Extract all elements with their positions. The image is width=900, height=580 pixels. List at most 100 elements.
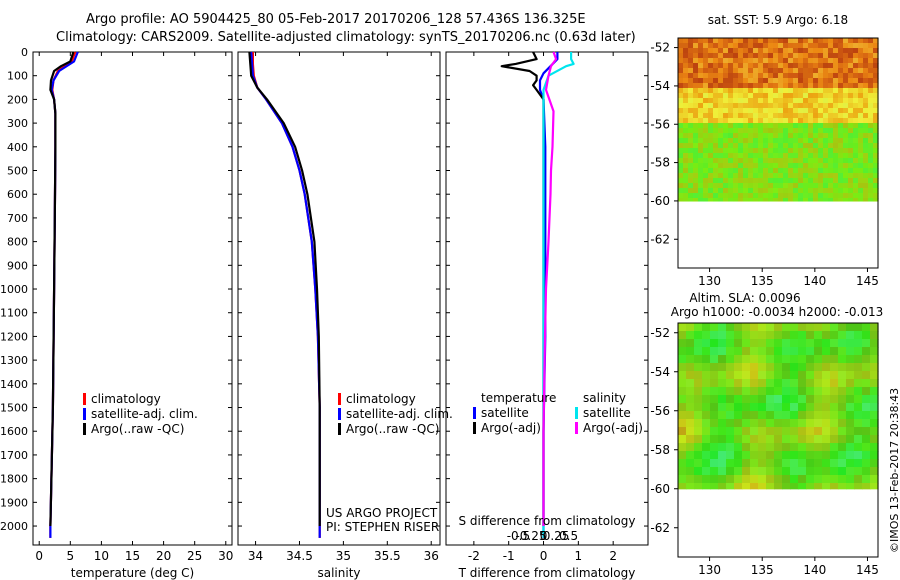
sla-map-frame: [677, 322, 879, 558]
temperature-xtick-label: 15: [125, 549, 140, 563]
salinity-legend-swatch: [338, 408, 341, 420]
temperature-xtick-label: 20: [156, 549, 171, 563]
salinity-diff-tick-label: 0: [540, 529, 548, 543]
sla-argo-heights: Argo h1000: -0.0034 h2000: -0.013: [671, 305, 884, 319]
depth-tick-label: 200: [7, 93, 28, 106]
salinity-series-climatology: [251, 52, 321, 538]
salinity-xtick-label: 34.5: [286, 549, 313, 563]
sla-lat-label: -54: [650, 365, 670, 379]
difference-series-s-argo-adj-: [542, 51, 558, 526]
salinity-legend-entry: Argo(..raw -QC): [346, 422, 439, 436]
difference-xlabel: T difference from climatology: [458, 566, 636, 580]
difference-series-t-argo-adj-: [500, 51, 545, 526]
depth-tick-label: 2000: [0, 520, 28, 533]
pi-annotation: PI: STEPHEN RISER: [326, 520, 439, 534]
difference-series-s-satellite: [542, 52, 575, 538]
temperature-series-argo-raw-qc-: [49, 51, 75, 527]
salinity-diff-tick-label: -0.25: [515, 529, 546, 543]
temperature-legend-entry: Argo(..raw -QC): [91, 422, 184, 436]
diff-salinity-legend-swatch: [575, 407, 578, 419]
sst-heatmap: [678, 38, 879, 202]
depth-tick-label: 100: [7, 70, 28, 83]
diff-salinity-legend-entry: Argo(-adj): [583, 421, 643, 435]
temperature-legend-swatch: [83, 408, 86, 420]
temperature-axes-frame: [32, 51, 233, 546]
salinity-diff-tick-label: -0.5: [507, 529, 530, 543]
figure-title-line1: Argo profile: AO 5904425_80 05-Feb-2017 …: [86, 12, 586, 27]
temperature-xtick-label: 5: [66, 549, 74, 563]
sst-lat-label: -56: [650, 117, 670, 131]
sla-lat-label: -62: [650, 521, 670, 535]
salinity-legend-entry: satellite-adj. clim.: [346, 407, 453, 421]
temperature-legend-swatch: [83, 423, 86, 435]
difference-xtick-label: -2: [468, 549, 480, 563]
salinity-xtick-label: 36: [424, 549, 439, 563]
depth-tick-label: 1400: [0, 378, 28, 391]
sst-lat-label: -54: [650, 79, 670, 93]
sla-lat-label: -52: [650, 326, 670, 340]
sst-lat-label: -52: [650, 41, 670, 55]
sla-lat-label: -56: [650, 404, 670, 418]
diff-salinity-legend-swatch: [575, 422, 578, 434]
sla-lat-label: -58: [650, 443, 670, 457]
depth-tick-label: 1300: [0, 354, 28, 367]
salinity-xlabel: salinity: [317, 566, 360, 580]
depth-tick-label: 900: [7, 259, 28, 272]
sst-title: sat. SST: 5.9 Argo: 6.18: [708, 13, 848, 27]
salinity-diff-tick-label: 0.25: [543, 529, 570, 543]
diff-temperature-legend-entry: satellite: [481, 406, 529, 420]
depth-tick-label: 1100: [0, 307, 28, 320]
difference-axes-frame: [445, 51, 649, 546]
sst-lat-label: -60: [650, 194, 670, 208]
sla-heatmap: [678, 323, 879, 490]
depth-tick-label: 700: [7, 212, 28, 225]
diff-legend-title-temperature: temperature: [481, 391, 556, 405]
temperature-legend-entry: climatology: [91, 392, 161, 406]
salinity-legend-swatch: [338, 393, 341, 405]
difference-xtick-label: -1: [503, 549, 515, 563]
sla-lon-label: 135: [751, 563, 774, 577]
salinity-axes-frame: [237, 51, 441, 546]
depth-tick-label: 600: [7, 188, 28, 201]
difference-xtick-label: 0: [540, 549, 548, 563]
sst-lat-label: -62: [650, 232, 670, 246]
salinity-legend-swatch: [338, 423, 341, 435]
sla-lon-label: 145: [856, 563, 879, 577]
diff-temperature-legend-swatch: [473, 422, 476, 434]
sst-lon-label: 135: [751, 274, 774, 288]
depth-tick-label: 1000: [0, 283, 28, 296]
difference-xtick-label: 1: [575, 549, 583, 563]
sst-map-frame: [677, 37, 879, 269]
difference-xtick-label: 2: [609, 549, 617, 563]
salinity-diff-tick-label: 0.5: [559, 529, 578, 543]
sla-lon-label: 130: [698, 563, 721, 577]
imos-stamp: ©IMOS 13-Feb-2017 20:38:43: [888, 387, 900, 553]
salinity-legend-entry: climatology: [346, 392, 416, 406]
temperature-legend-swatch: [83, 393, 86, 405]
temperature-xlabel: temperature (deg C): [71, 566, 194, 580]
depth-tick-label: 1600: [0, 425, 28, 438]
salinity-xtick-label: 35.5: [374, 549, 401, 563]
sst-lat-label: -58: [650, 156, 670, 170]
depth-tick-label: 800: [7, 236, 28, 249]
diff-temperature-legend-entry: Argo(-adj): [481, 421, 541, 435]
sla-title: Altim. SLA: 0.0096: [689, 291, 800, 305]
depth-tick-label: 1900: [0, 496, 28, 509]
salinity-xtick-label: 35: [336, 549, 351, 563]
sla-lon-label: 140: [803, 563, 826, 577]
project-annotation: US ARGO PROJECT: [326, 506, 438, 520]
depth-tick-label: 1700: [0, 449, 28, 462]
figure-title-line2: Climatology: CARS2009. Satellite-adjuste…: [56, 30, 636, 45]
temperature-xtick-label: 0: [35, 549, 43, 563]
diff-salinity-legend-entry: satellite: [583, 406, 631, 420]
depth-tick-label: 500: [7, 165, 28, 178]
temperature-xtick-label: 25: [187, 549, 202, 563]
diff-temperature-legend-swatch: [473, 407, 476, 419]
sst-lon-label: 140: [803, 274, 826, 288]
depth-tick-label: 300: [7, 117, 28, 130]
sla-lat-label: -60: [650, 482, 670, 496]
depth-tick-label: 1200: [0, 330, 28, 343]
depth-tick-label: 1800: [0, 473, 28, 486]
